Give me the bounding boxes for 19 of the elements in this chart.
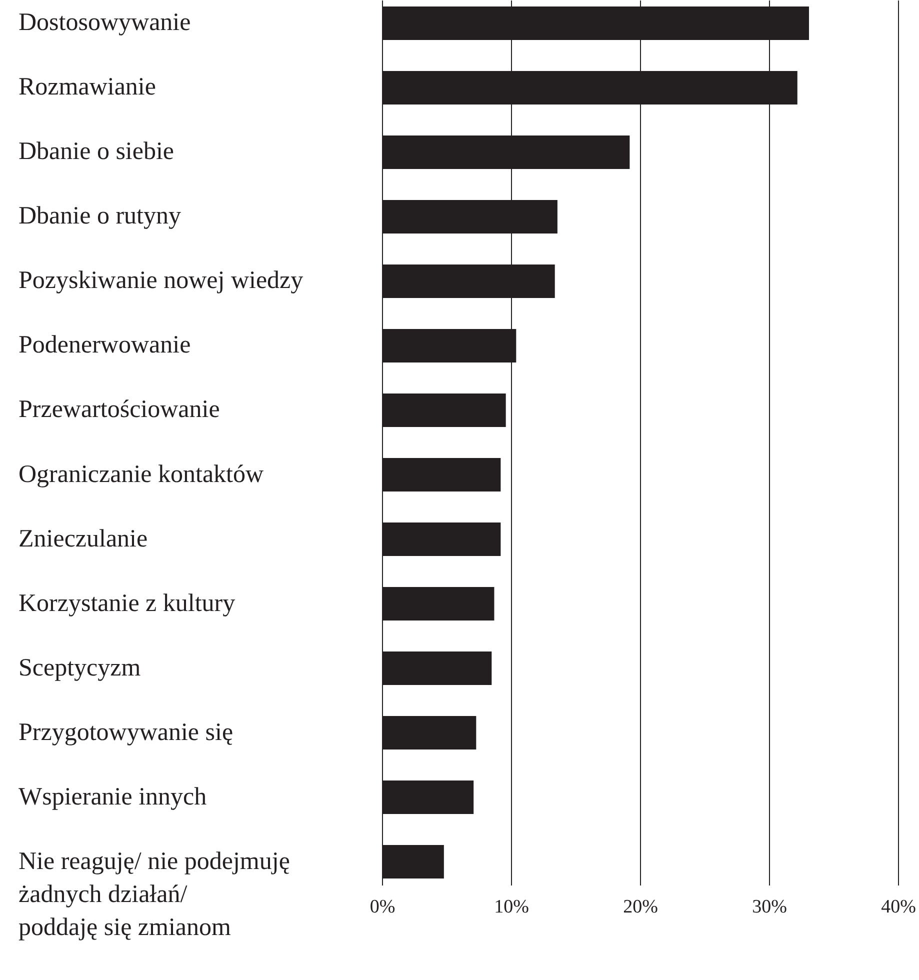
x-tick-label: 10%: [494, 896, 530, 918]
y-tick-label: Przewartościowanie: [18, 396, 220, 424]
y-tick-label: Pozyskiwanie nowej wiedzy: [18, 267, 304, 294]
y-tick-label: Znieczulanie: [18, 525, 148, 552]
y-tick-label: Przygotowywanie się: [18, 718, 234, 746]
y-tick-label: Korzystanie z kultury: [18, 590, 236, 617]
y-tick-label: Dostosowywanie: [18, 9, 191, 36]
x-tick-label: 0%: [370, 896, 396, 918]
y-tick-label: Rozmawianie: [18, 74, 156, 101]
x-tick-label: 20%: [623, 896, 658, 918]
y-tick-label: Wspieranie innych: [18, 783, 208, 810]
y-tick-label: Nie reaguję/ nie podejmuję żadnych działań/ poddaję się zmianom: [18, 848, 290, 941]
y-tick-label: Sceptycyzm: [18, 654, 142, 682]
x-tick-label: 40%: [881, 896, 916, 918]
x-tick-label: 30%: [752, 896, 788, 918]
y-tick-label: Ograniczanie kontaktów: [18, 460, 264, 488]
y-tick-label: Dbanie o rutyny: [18, 202, 182, 230]
y-tick-label: Podenerwowanie: [18, 332, 191, 359]
y-tick-label: Dbanie o siebie: [18, 138, 174, 166]
